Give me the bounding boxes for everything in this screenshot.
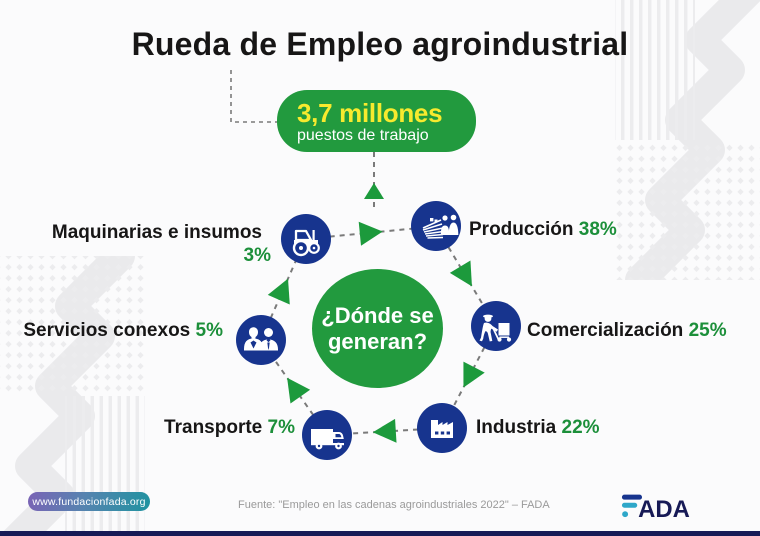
svg-text:ADA: ADA (638, 496, 690, 521)
